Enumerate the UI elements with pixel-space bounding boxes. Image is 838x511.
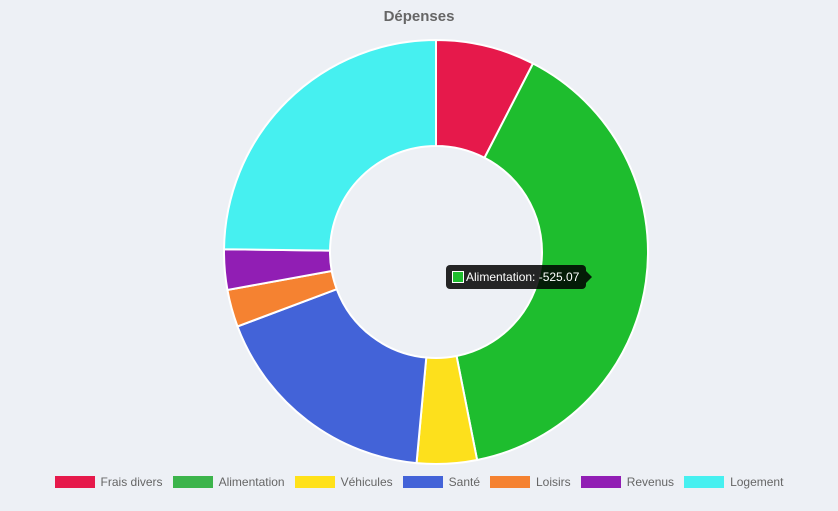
legend-item[interactable]: Logement xyxy=(684,475,783,489)
legend-item[interactable]: Revenus xyxy=(580,475,675,489)
legend-color-swatch xyxy=(54,476,95,488)
slice-sante[interactable] xyxy=(236,287,428,465)
chart-title: Dépenses xyxy=(383,8,455,25)
legend-color-swatch xyxy=(490,476,530,488)
legend-label: Revenus xyxy=(626,475,675,489)
tooltip-color-swatch xyxy=(452,271,464,283)
legend-color-swatch xyxy=(172,476,213,488)
chart-legend: Frais divers Alimentation Véhicules Santé Lo… xyxy=(0,475,838,489)
legend-label: Véhicules xyxy=(340,475,393,489)
slice-alimentation[interactable] xyxy=(455,62,649,462)
slice-logement[interactable] xyxy=(223,38,437,252)
legend-label: Loisirs xyxy=(536,475,571,489)
legend-item[interactable]: Santé xyxy=(402,475,480,489)
legend-item[interactable]: Frais divers xyxy=(54,475,163,489)
legend-item[interactable]: Alimentation xyxy=(172,475,285,489)
legend-label: Frais divers xyxy=(100,475,163,489)
legend-color-swatch xyxy=(402,476,443,488)
legend-label: Alimentation xyxy=(218,475,285,489)
legend-color-swatch xyxy=(684,476,725,488)
legend-item[interactable]: Loisirs xyxy=(490,475,571,489)
legend-label: Santé xyxy=(448,475,480,489)
tooltip-text: Alimentation: -525.07 xyxy=(466,270,580,284)
chart-tooltip: Alimentation: -525.07 xyxy=(446,265,593,289)
legend-color-swatch xyxy=(294,476,335,488)
legend-color-swatch xyxy=(580,476,621,488)
legend-item[interactable]: Véhicules xyxy=(294,475,393,489)
legend-label: Logement xyxy=(730,475,784,489)
